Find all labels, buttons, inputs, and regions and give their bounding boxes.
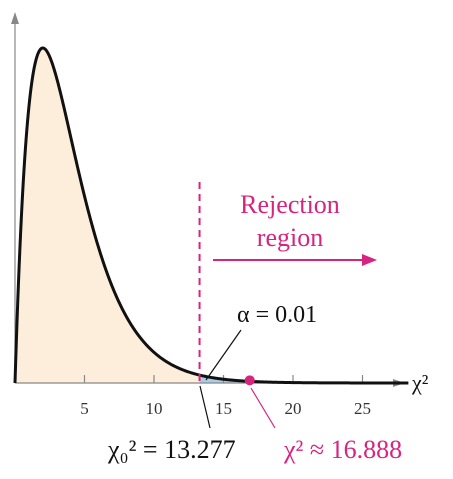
test-statistic-label: χ² ≈ 16.888: [283, 435, 402, 464]
x-tick-label: 10: [146, 399, 163, 418]
rejection-region-label-line2: region: [257, 223, 323, 252]
alpha-label: α = 0.01: [237, 302, 317, 328]
rejection-arrow-head: [362, 254, 377, 266]
alpha-leader-line: [205, 329, 242, 381]
test-statistic-leader-line: [250, 387, 276, 429]
density-curve: [13, 46, 409, 385]
y-axis-arrow: [11, 12, 19, 24]
x-tick-label: 20: [285, 399, 302, 418]
x-tick-label: 25: [354, 399, 371, 418]
x-tick-label: 5: [80, 399, 89, 418]
rejection-region-label-line1: Rejection: [240, 190, 340, 219]
non-rejection-area: [15, 48, 200, 383]
critical-value-label: χ₀² = 13.277: [107, 435, 236, 464]
x-tick-label: 15: [215, 399, 232, 418]
test-statistic-point: [244, 375, 255, 386]
critical-value-leader-line: [199, 385, 211, 429]
x-ticks: 5 10 15 20 25: [80, 375, 371, 418]
rejection-area: [199, 375, 409, 383]
x-axis-label: χ²: [411, 370, 429, 395]
